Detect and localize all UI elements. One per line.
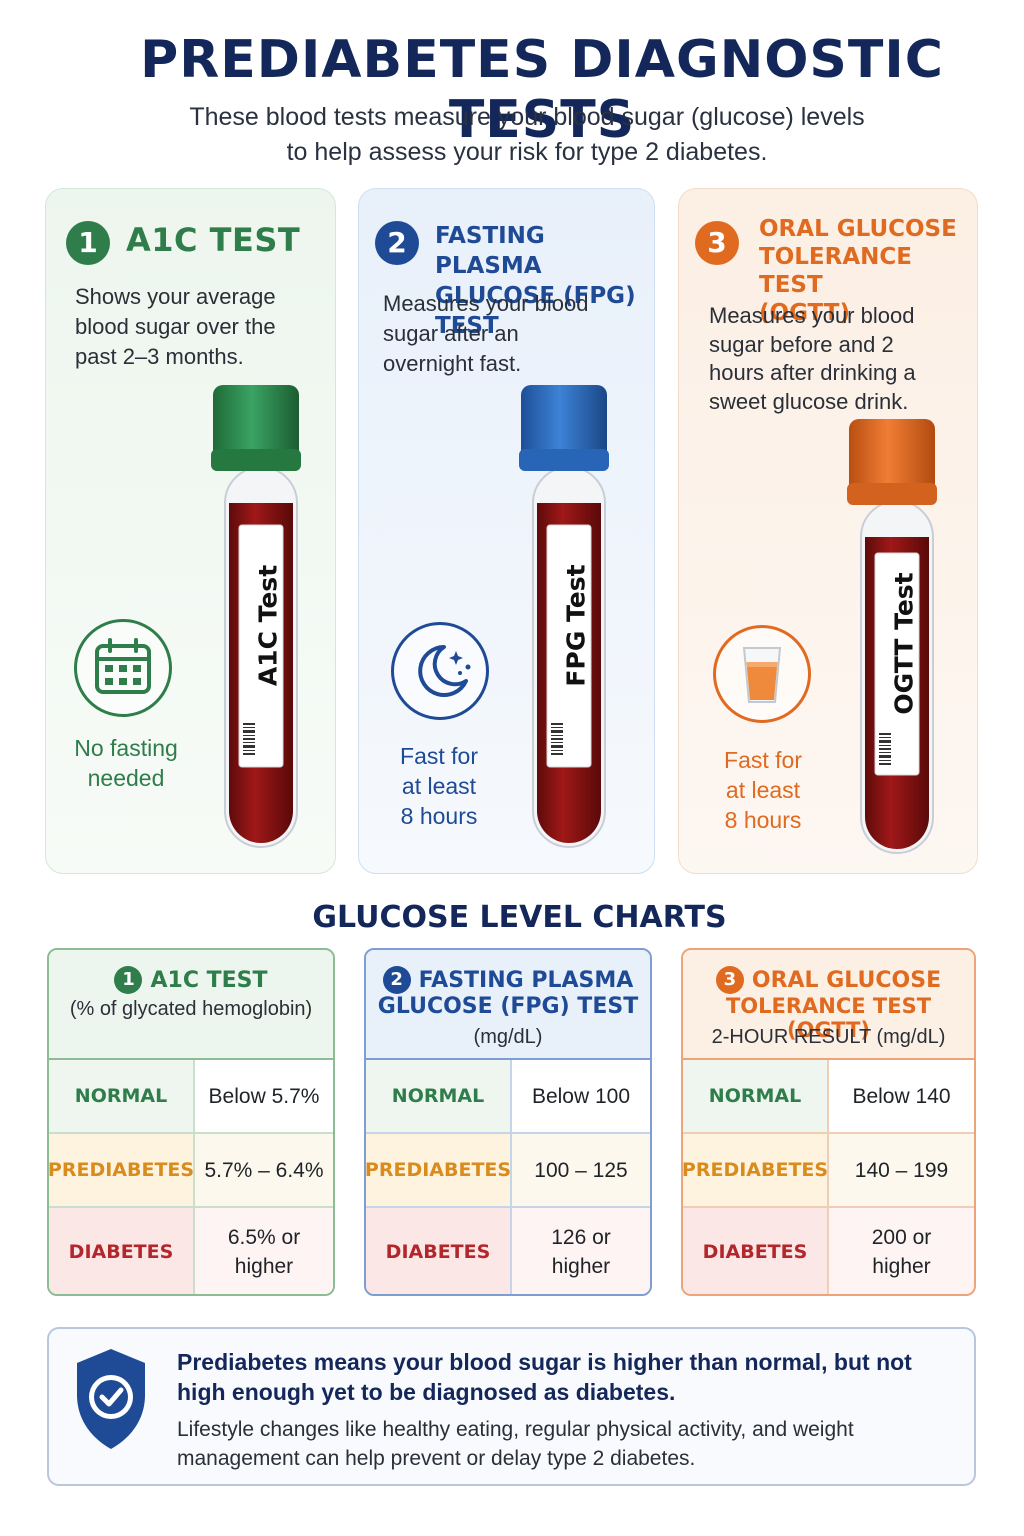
table-title-line: TOLERANCE TEST (OGTT): [725, 994, 932, 1042]
step-number-badge: 1: [114, 966, 143, 994]
page-subtitle: These blood tests measure your blood sug…: [0, 100, 1024, 170]
row-value-line: higher: [872, 1255, 931, 1278]
fasting-note-line: 8 hours: [400, 803, 478, 829]
test-card-ogtt: 3 ORAL GLUCOSE TOLERANCE TEST (OGTT) Mea…: [678, 188, 978, 874]
card-description: Measures your blood sugar after an overn…: [383, 291, 589, 376]
card-title-line: FASTING PLASMA: [435, 223, 545, 279]
card-title: FASTING PLASMA GLUCOSE (FPG) TEST: [435, 221, 650, 341]
fasting-note-line: at least: [401, 773, 477, 799]
blood-tube: FPG Test: [519, 385, 619, 865]
glucose-drink-icon: [713, 625, 811, 723]
test-card-fpg: 2 FASTING PLASMA GLUCOSE (FPG) TEST Meas…: [358, 188, 655, 874]
row-category: DIABETES: [366, 1208, 512, 1294]
row-value: 200 or higher: [829, 1208, 974, 1294]
row-category: PREDIABETES: [49, 1134, 195, 1206]
row-value: 126 or higher: [512, 1208, 650, 1294]
row-value: Below 5.7%: [195, 1060, 333, 1132]
card-title-line: TOLERANCE TEST: [759, 244, 912, 298]
table-row: DIABETES 6.5% or higher: [49, 1208, 333, 1294]
fasting-note: Fast for at least 8 hours: [693, 745, 833, 835]
row-value: Below 100: [512, 1060, 650, 1132]
table-title-text: FASTING PLASMA: [418, 968, 634, 993]
row-category: DIABETES: [49, 1208, 195, 1294]
card-title: A1C TEST: [126, 221, 301, 259]
step-number-badge: 3: [695, 221, 739, 265]
blood-tube: A1C Test: [211, 385, 311, 865]
a1c-level-table: 1 A1C TEST (% of glycated hemoglobin) NOR…: [47, 948, 335, 1296]
table-title: 2 FASTING PLASMA: [366, 966, 650, 996]
step-number-badge: 2: [382, 966, 411, 994]
row-value-line: higher: [234, 1255, 294, 1278]
ogtt-level-table: 3 ORAL GLUCOSE TOLERANCE TEST (OGTT) 2-HO…: [681, 948, 976, 1296]
table-subtitle: (mg/dL): [473, 1026, 543, 1048]
tube-label: A1C Test: [253, 564, 283, 687]
card-title-line: (OGTT): [759, 300, 850, 326]
row-category: NORMAL: [366, 1060, 512, 1132]
moon-icon: [391, 622, 489, 720]
row-value: 140 – 199: [829, 1134, 974, 1206]
table-subtitle: 2-HOUR RESULT (mg/dL): [711, 1026, 946, 1048]
fasting-note-line: needed: [87, 765, 165, 791]
table-row: PREDIABETES 5.7% – 6.4%: [49, 1134, 333, 1208]
table-header: 1 A1C TEST (% of glycated hemoglobin): [49, 950, 333, 1060]
table-row: NORMAL Below 140: [683, 1060, 974, 1134]
subtitle-line: to help assess your risk for type 2 diab…: [286, 138, 768, 166]
table-header: 2 FASTING PLASMA GLUCOSE (FPG) TEST (mg/d…: [366, 950, 650, 1060]
row-value-line: 6.5% or: [227, 1226, 301, 1249]
card-description: Measures your blood sugar before and 2 h…: [709, 303, 916, 414]
fasting-note-line: Fast for: [724, 747, 802, 773]
card-title-line: ORAL GLUCOSE: [759, 216, 957, 242]
step-number-badge: 1: [66, 221, 110, 265]
blood-tube: OGTT Test: [847, 419, 947, 869]
fasting-note-line: Fast for: [400, 743, 478, 769]
card-title-line: GLUCOSE (FPG) TEST: [435, 283, 636, 339]
row-value: Below 140: [829, 1060, 974, 1132]
table-row: PREDIABETES 100 – 125: [366, 1134, 650, 1208]
info-headline: Prediabetes means your blood sugar is hi…: [177, 1349, 912, 1405]
step-number-badge: 2: [375, 221, 419, 265]
table-header: 3 ORAL GLUCOSE TOLERANCE TEST (OGTT) 2-HO…: [683, 950, 974, 1060]
fasting-note-line: No fasting: [74, 735, 178, 761]
table-row: DIABETES 200 or higher: [683, 1208, 974, 1294]
page-title: PREDIABETES DIAGNOSTIC TESTS: [140, 30, 944, 150]
row-category: PREDIABETES: [683, 1134, 829, 1206]
tube-label: OGTT Test: [889, 572, 919, 715]
card-title: ORAL GLUCOSE TOLERANCE TEST (OGTT): [759, 215, 974, 327]
row-value: 100 – 125: [512, 1134, 650, 1206]
test-card-a1c: 1 A1C TEST Shows your average blood suga…: [45, 188, 336, 874]
fasting-note: Fast for at least 8 hours: [369, 741, 509, 831]
info-body: Lifestyle changes like healthy eating, r…: [177, 1418, 854, 1470]
step-number-badge: 3: [715, 966, 744, 994]
calendar-icon: [74, 619, 172, 717]
table-title: 1 A1C TEST: [49, 966, 333, 996]
table-row: NORMAL Below 5.7%: [49, 1060, 333, 1134]
subtitle-line: These blood tests measure your blood sug…: [189, 103, 865, 131]
row-value: 5.7% – 6.4%: [195, 1134, 333, 1206]
row-category: NORMAL: [49, 1060, 195, 1132]
card-description: Shows your average blood sugar over the …: [75, 284, 276, 369]
tube-label: FPG Test: [561, 564, 591, 687]
row-value-line: 200 or: [871, 1226, 932, 1249]
table-title-text: ORAL GLUCOSE: [751, 968, 942, 993]
row-value-line: higher: [551, 1255, 611, 1278]
row-value-line: 126 or: [551, 1226, 611, 1249]
table-title: 3 ORAL GLUCOSE: [683, 966, 974, 996]
fasting-note: No fasting needed: [56, 733, 196, 793]
table-row: NORMAL Below 100: [366, 1060, 650, 1134]
table-subtitle: (% of glycated hemoglobin): [69, 998, 313, 1020]
table-title-line: GLUCOSE (FPG) TEST: [377, 994, 639, 1019]
fasting-note-line: at least: [725, 777, 801, 803]
row-value: 6.5% or higher: [195, 1208, 333, 1294]
fpg-level-table: 2 FASTING PLASMA GLUCOSE (FPG) TEST (mg/d…: [364, 948, 652, 1296]
row-category: DIABETES: [683, 1208, 829, 1294]
table-row: DIABETES 126 or higher: [366, 1208, 650, 1294]
charts-section-title: GLUCOSE LEVEL CHARTS: [312, 900, 727, 935]
row-category: NORMAL: [683, 1060, 829, 1132]
info-callout: Prediabetes means your blood sugar is hi…: [47, 1327, 976, 1486]
table-row: PREDIABETES 140 – 199: [683, 1134, 974, 1208]
table-title-text: A1C TEST: [150, 968, 268, 993]
shield-check-icon: [71, 1345, 151, 1460]
fasting-note-line: 8 hours: [724, 807, 802, 833]
row-category: PREDIABETES: [366, 1134, 512, 1206]
